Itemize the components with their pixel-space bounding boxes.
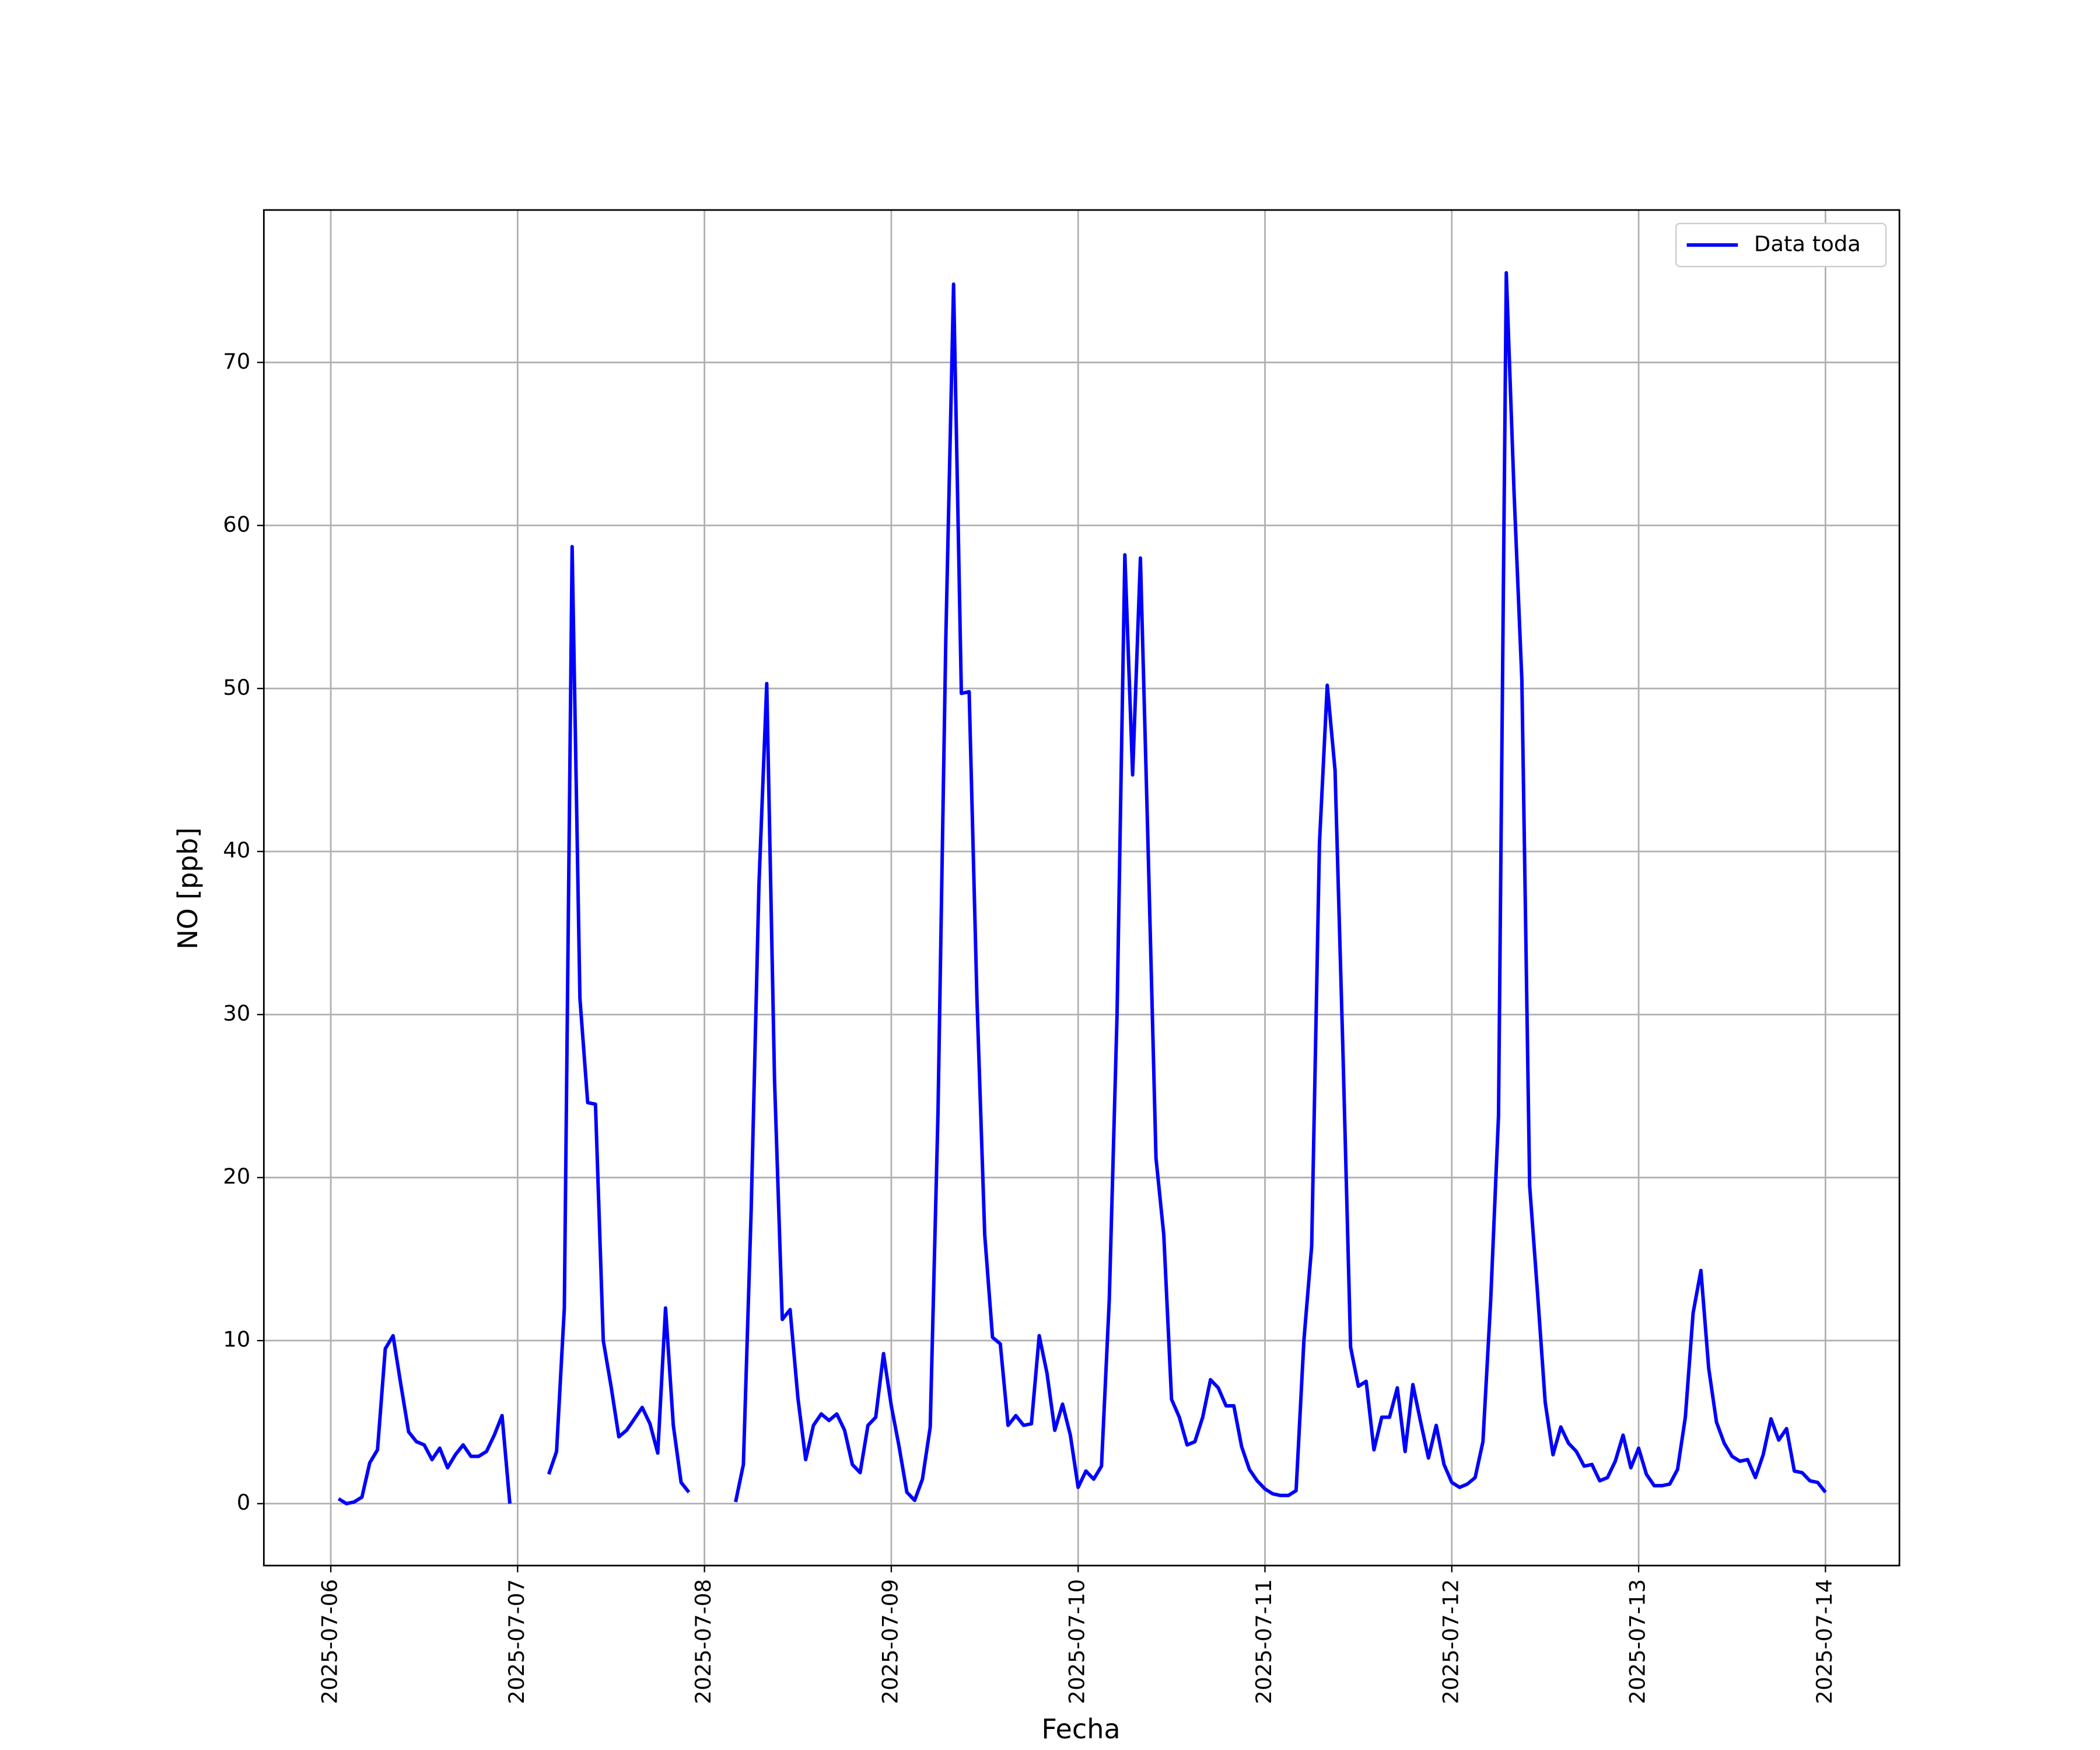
x-tick-label: 2025-07-14 <box>1812 1579 1837 1704</box>
plot-frame <box>262 209 1901 1567</box>
x-tick-label: 2025-07-12 <box>1438 1579 1463 1704</box>
x-tick-label: 2025-07-11 <box>1251 1579 1276 1704</box>
y-axis-label: NO [ppb] <box>172 827 204 949</box>
y-tick-label: 60 <box>223 512 250 537</box>
y-tick-label: 0 <box>237 1490 250 1515</box>
y-tick-label: 10 <box>223 1327 250 1352</box>
data-line <box>337 271 1827 1506</box>
y-tick-label: 30 <box>223 1001 250 1026</box>
legend-box <box>1675 222 1887 268</box>
x-tick-label: 2025-07-06 <box>317 1579 342 1704</box>
x-tick-label: 2025-07-13 <box>1625 1579 1650 1704</box>
x-tick-label: 2025-07-10 <box>1065 1579 1090 1704</box>
x-axis-label: Fecha <box>1041 1713 1120 1745</box>
x-tick-label: 2025-07-08 <box>691 1579 716 1704</box>
legend-label: Data toda <box>1754 232 1861 257</box>
y-tick-label: 20 <box>223 1164 250 1189</box>
y-tick-label: 40 <box>223 838 250 863</box>
y-tick-label: 70 <box>223 349 250 374</box>
x-tick-label: 2025-07-07 <box>504 1579 529 1704</box>
y-tick-label: 50 <box>223 675 250 700</box>
x-tick-label: 2025-07-09 <box>877 1579 902 1704</box>
